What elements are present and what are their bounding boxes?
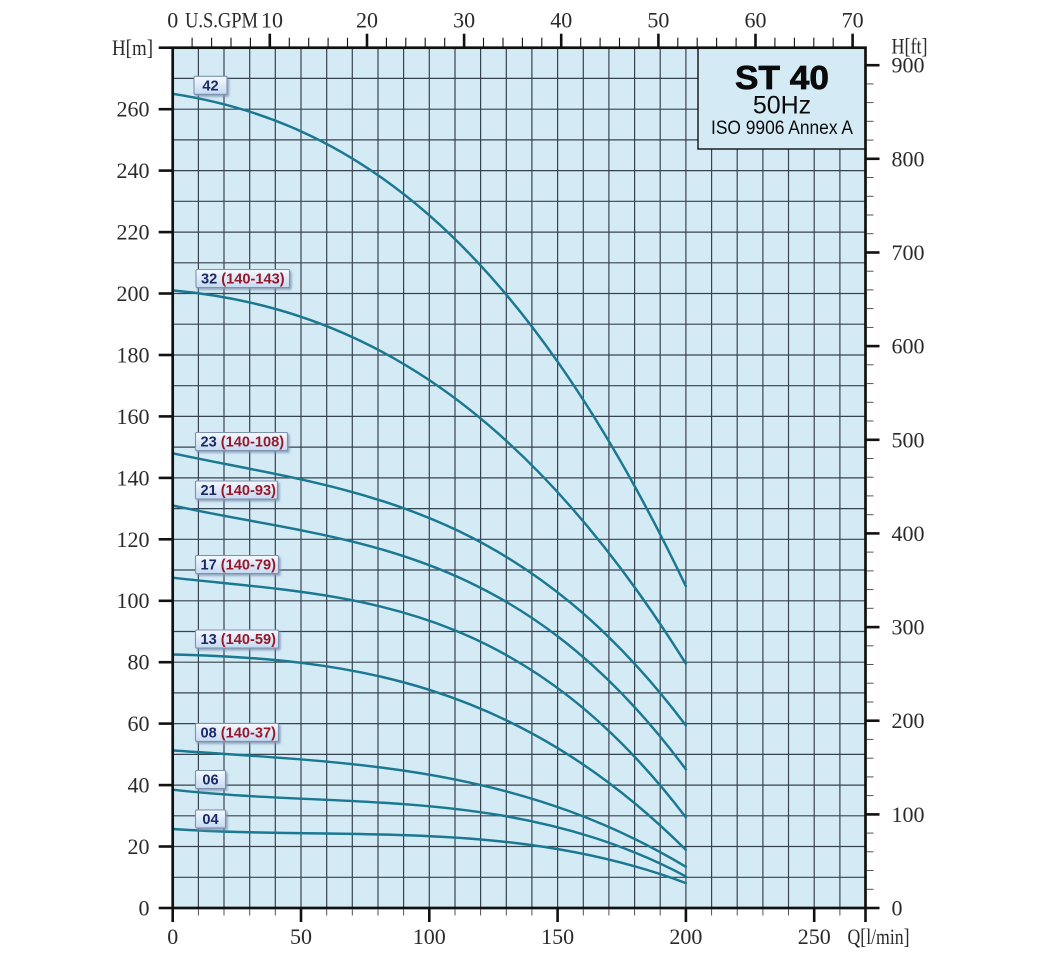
svg-text:200: 200 <box>669 924 702 949</box>
svg-text:180: 180 <box>117 343 150 368</box>
svg-text:40: 40 <box>128 773 150 798</box>
svg-text:H[ft]: H[ft] <box>892 34 928 59</box>
svg-text:21 (140-93): 21 (140-93) <box>201 483 277 499</box>
svg-text:0: 0 <box>892 896 903 921</box>
svg-text:900: 900 <box>892 53 925 78</box>
svg-text:17 (140-79): 17 (140-79) <box>201 558 277 574</box>
svg-text:80: 80 <box>128 650 150 675</box>
svg-text:30: 30 <box>453 8 475 33</box>
svg-text:100: 100 <box>117 588 150 613</box>
svg-text:06: 06 <box>202 773 218 789</box>
svg-text:60: 60 <box>128 711 150 736</box>
svg-text:700: 700 <box>892 240 925 265</box>
svg-text:ST 40: ST 40 <box>735 59 829 96</box>
svg-text:260: 260 <box>117 97 150 122</box>
svg-text:20: 20 <box>356 8 378 33</box>
svg-text:04: 04 <box>202 812 219 828</box>
svg-text:400: 400 <box>892 521 925 546</box>
svg-text:150: 150 <box>541 924 574 949</box>
svg-text:70: 70 <box>842 8 864 33</box>
svg-text:600: 600 <box>892 334 925 359</box>
svg-text:42: 42 <box>202 78 218 94</box>
svg-text:160: 160 <box>117 404 150 429</box>
svg-text:50Hz: 50Hz <box>753 92 811 120</box>
svg-text:220: 220 <box>117 220 150 245</box>
svg-text:10: 10 <box>261 8 283 33</box>
svg-text:50: 50 <box>290 924 312 949</box>
svg-text:100: 100 <box>892 802 925 827</box>
svg-text:0: 0 <box>139 896 150 921</box>
svg-text:U.S.GPM: U.S.GPM <box>185 8 258 33</box>
svg-text:08 (140-37): 08 (140-37) <box>201 726 277 742</box>
svg-text:120: 120 <box>117 527 150 552</box>
svg-text:200: 200 <box>892 708 925 733</box>
svg-text:40: 40 <box>550 8 572 33</box>
svg-text:100: 100 <box>413 924 446 949</box>
svg-text:32 (140-143): 32 (140-143) <box>201 272 285 288</box>
svg-text:H[m]: H[m] <box>112 35 153 60</box>
svg-text:0: 0 <box>167 924 178 949</box>
svg-text:20: 20 <box>128 834 150 859</box>
svg-text:240: 240 <box>117 158 150 183</box>
svg-text:Q[l/min]: Q[l/min] <box>848 924 910 949</box>
svg-text:250: 250 <box>798 924 831 949</box>
svg-text:0: 0 <box>167 8 178 33</box>
svg-text:500: 500 <box>892 427 925 452</box>
svg-text:140: 140 <box>117 465 150 490</box>
svg-text:300: 300 <box>892 615 925 640</box>
svg-text:13 (140-59): 13 (140-59) <box>201 632 277 648</box>
svg-text:800: 800 <box>892 146 925 171</box>
svg-text:200: 200 <box>117 281 150 306</box>
svg-text:23 (140-108): 23 (140-108) <box>201 435 285 451</box>
svg-text:ISO 9906 Annex A: ISO 9906 Annex A <box>711 118 853 139</box>
svg-text:60: 60 <box>745 8 767 33</box>
svg-text:50: 50 <box>647 8 669 33</box>
